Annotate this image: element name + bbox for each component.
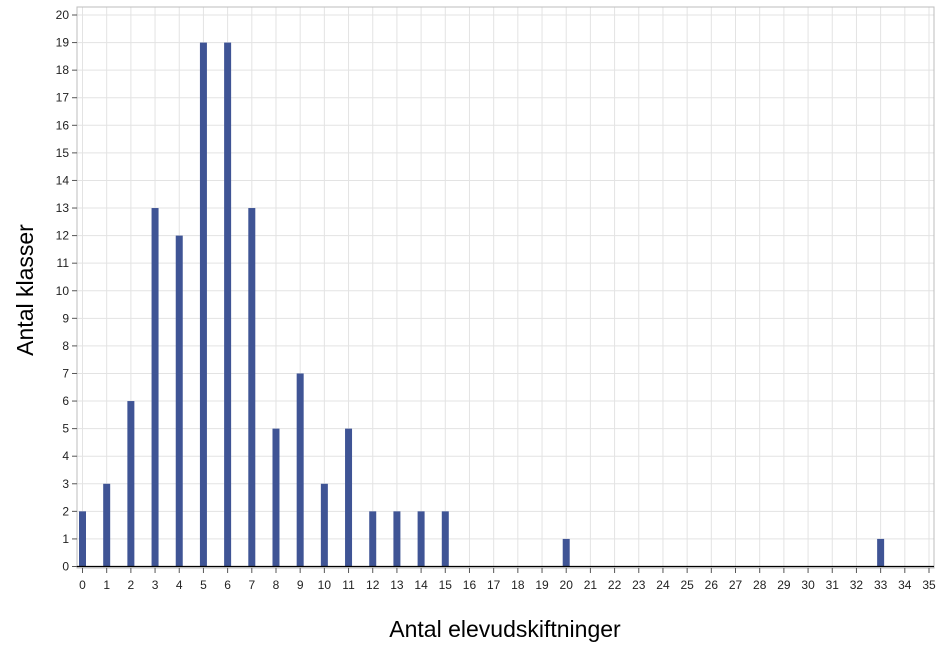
bar — [199, 42, 207, 567]
x-tick-label: 32 — [850, 578, 864, 592]
x-tick-label: 0 — [79, 578, 86, 592]
y-tick-label: 4 — [62, 449, 69, 463]
y-tick-label: 9 — [62, 311, 69, 325]
bar — [103, 483, 111, 567]
bar — [345, 428, 353, 567]
y-tick-label: 8 — [62, 339, 69, 353]
x-tick-label: 13 — [390, 578, 404, 592]
y-tick-label: 13 — [56, 201, 70, 215]
x-tick-label: 35 — [922, 578, 936, 592]
y-tick-label: 12 — [56, 229, 70, 243]
y-tick-label: 17 — [56, 91, 70, 105]
x-tick-label: 7 — [248, 578, 255, 592]
y-axis-title: Antal klasser — [12, 224, 38, 356]
bar — [320, 483, 328, 567]
x-tick-label: 2 — [128, 578, 135, 592]
plot-border — [76, 6, 935, 569]
bar — [562, 538, 570, 567]
y-tick-label: 7 — [62, 366, 69, 380]
x-axis-ticks: 0 1 2 3 4 5 6 7 8 9 10 11 12 13 14 15 16 17 18 19 20 21 22 23 24… — [79, 568, 936, 592]
x-tick-label: 31 — [826, 578, 840, 592]
y-tick-label: 20 — [56, 8, 70, 22]
x-tick-label: 21 — [584, 578, 598, 592]
bar — [151, 208, 159, 567]
y-tick-label: 10 — [56, 284, 70, 298]
y-tick-label: 15 — [56, 146, 70, 160]
x-tick-label: 25 — [680, 578, 694, 592]
y-tick-label: 14 — [56, 173, 70, 187]
x-tick-label: 29 — [777, 578, 791, 592]
x-tick-label: 23 — [632, 578, 646, 592]
y-tick-label: 5 — [62, 422, 69, 436]
y-tick-label: 0 — [62, 560, 69, 574]
bar — [224, 42, 232, 567]
x-tick-label: 9 — [297, 578, 304, 592]
x-tick-label: 11 — [342, 578, 355, 592]
bar — [441, 511, 449, 567]
y-tick-label: 11 — [57, 256, 70, 270]
x-tick-label: 19 — [535, 578, 549, 592]
x-tick-label: 27 — [729, 578, 743, 592]
bar — [79, 511, 86, 567]
x-tick-label: 33 — [874, 578, 888, 592]
bar — [417, 511, 425, 567]
x-tick-label: 14 — [414, 578, 428, 592]
x-tick-label: 30 — [801, 578, 815, 592]
x-tick-label: 12 — [366, 578, 380, 592]
bar — [393, 511, 401, 567]
bar — [369, 511, 377, 567]
bar — [127, 401, 135, 567]
x-tick-label: 8 — [273, 578, 280, 592]
bar — [248, 208, 256, 567]
x-tick-label: 26 — [705, 578, 719, 592]
x-tick-label: 18 — [511, 578, 525, 592]
x-tick-label: 16 — [463, 578, 477, 592]
x-tick-label: 4 — [176, 578, 183, 592]
x-tick-label: 34 — [898, 578, 912, 592]
x-tick-label: 22 — [608, 578, 622, 592]
y-tick-label: 1 — [62, 532, 69, 546]
y-tick-label: 16 — [56, 118, 70, 132]
x-tick-label: 20 — [560, 578, 574, 592]
bars — [77, 42, 934, 568]
x-tick-label: 10 — [318, 578, 332, 592]
plot-frame — [76, 6, 935, 569]
bar — [877, 538, 885, 567]
bar — [296, 373, 304, 567]
x-tick-label: 28 — [753, 578, 767, 592]
x-tick-label: 6 — [224, 578, 231, 592]
x-tick-label: 3 — [152, 578, 159, 592]
x-tick-label: 1 — [103, 578, 110, 592]
bar — [272, 428, 280, 567]
y-tick-label: 2 — [62, 504, 69, 518]
y-tick-label: 19 — [56, 36, 70, 50]
y-tick-label: 18 — [56, 63, 70, 77]
x-tick-label: 17 — [487, 578, 501, 592]
x-tick-label: 24 — [656, 578, 670, 592]
x-tick-label: 15 — [439, 578, 453, 592]
x-tick-label: 5 — [200, 578, 207, 592]
y-tick-label: 6 — [62, 394, 69, 408]
y-tick-label: 3 — [62, 477, 69, 491]
bar — [175, 235, 183, 567]
x-axis-title: Antal elevudskiftninger — [389, 616, 621, 642]
